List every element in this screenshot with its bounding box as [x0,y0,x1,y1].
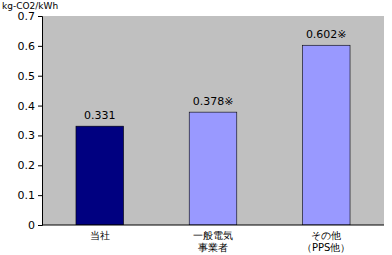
y-tick-mark [38,106,42,107]
y-tick-mark [38,135,42,136]
bar [189,112,237,225]
y-tick: 0.3 [18,129,43,142]
y-tick: 0.6 [18,40,43,53]
data-label: 0.378※ [193,95,234,108]
y-axis-title: kg-CO2/kWh [2,1,58,11]
y-tick-label: 0.3 [18,129,36,142]
y-tick-label: 0.2 [18,159,36,172]
y-tick-mark [38,165,42,166]
y-tick-mark [38,16,42,17]
y-tick-label: 0.1 [18,189,36,202]
y-tick: 0.1 [18,189,43,202]
bar [76,126,124,225]
y-tick-mark [38,225,42,226]
y-axis-line [38,17,43,226]
y-axis: 0 0.1 0.2 0.3 0.4 0.5 0.6 0.7 [18,10,43,232]
y-tick-label: 0.7 [18,10,36,23]
bar [302,45,350,225]
y-tick-label: 0.6 [18,40,36,53]
y-tick-mark [38,76,42,77]
chart: 0 0.1 0.2 0.3 0.4 0.5 0.6 0.7kg-CO2/kWh 当社 一般電気事業… [0,0,392,255]
y-tick-label: 0.5 [18,70,36,83]
data-label: 0.602※ [306,28,347,41]
x-axis-line [42,225,384,226]
y-tick: 0.5 [18,70,43,83]
bars [76,45,350,225]
y-tick-mark [38,46,42,47]
y-tick-label: 0 [28,219,35,232]
y-tick: 0.2 [18,159,43,172]
x-tick-label: 当社 [90,230,110,241]
x-tick-label: 一般電気事業者 [193,230,233,253]
y-tick: 0 [28,219,42,232]
data-label: 0.331 [84,109,116,122]
y-tick: 0.4 [18,100,43,113]
plot-area [42,16,384,225]
x-tick-label: その他（PPS他） [302,230,350,253]
y-tick-mark [38,195,42,196]
y-tick: 0.7 [18,10,43,23]
y-tick-label: 0.4 [18,100,36,113]
